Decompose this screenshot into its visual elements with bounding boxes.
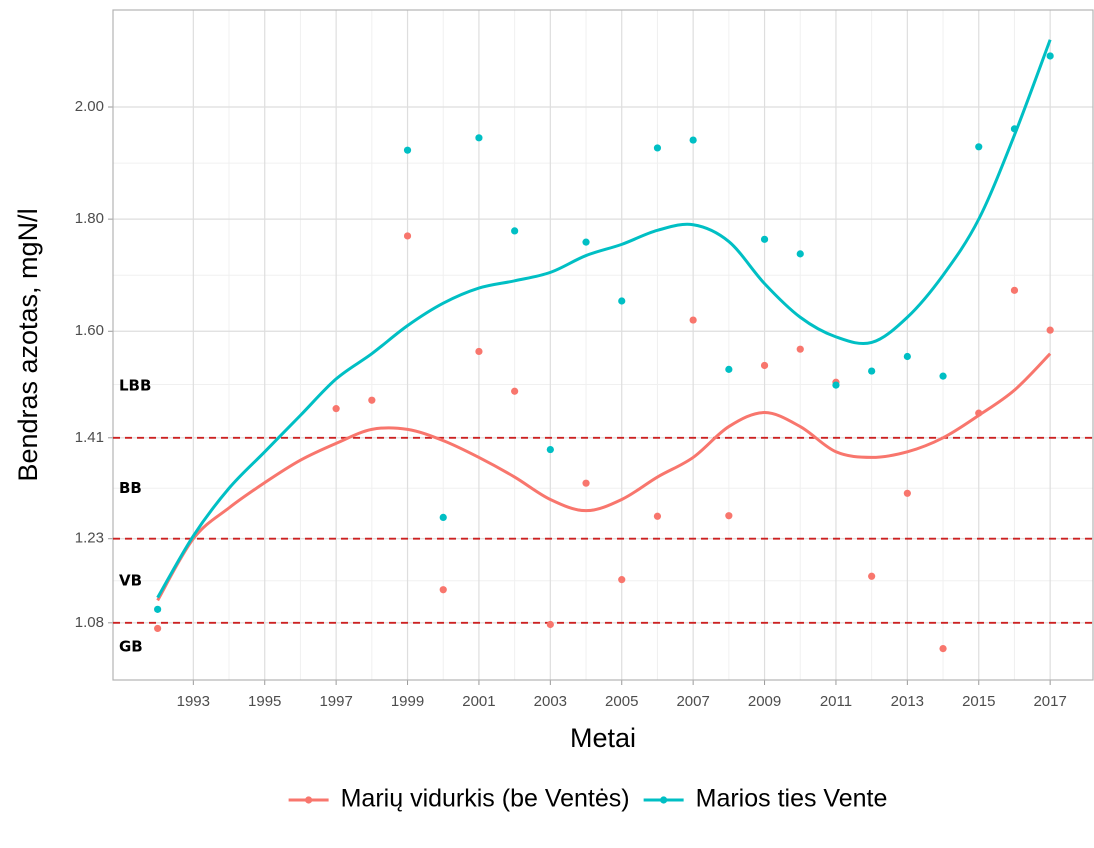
point (796, 345, 804, 353)
x-tick-label: 2001 (462, 693, 495, 710)
point (546, 620, 554, 629)
y-tick-label: 1.41 (75, 429, 104, 446)
point (939, 372, 947, 380)
x-tick-label: 1995 (248, 693, 281, 710)
panel (113, 10, 1093, 680)
x-tick-label: 2005 (605, 693, 638, 710)
point (403, 232, 412, 240)
x-axis-title: Metai (570, 723, 636, 753)
point (868, 572, 876, 580)
point (1010, 286, 1019, 294)
y-tick-label: 2.00 (75, 98, 104, 115)
point (439, 586, 447, 594)
point (582, 238, 590, 246)
point (653, 512, 662, 520)
point (653, 144, 662, 152)
point (903, 489, 911, 497)
point (511, 227, 519, 235)
smooth-line (156, 352, 1052, 602)
point (796, 250, 804, 258)
legend-label: Marių vidurkis (be Ventės) (341, 785, 630, 813)
point (332, 405, 340, 413)
point (546, 445, 554, 454)
point (618, 576, 626, 584)
point (975, 409, 983, 417)
x-tick-label: 1997 (319, 693, 352, 710)
y-axis-title: Bendras azotas, mgN/l (13, 208, 43, 481)
x-tick-label: 2017 (1033, 693, 1066, 710)
y-tick-label: 1.08 (75, 614, 104, 631)
point (582, 479, 590, 487)
legend-key-point (660, 796, 668, 804)
y-tick-label: 1.23 (75, 530, 104, 547)
point (1046, 326, 1054, 334)
legend-key-point (305, 796, 313, 804)
legend-label: Marios ties Vente (696, 785, 888, 813)
point (689, 316, 697, 324)
y-tick-label: 1.60 (75, 322, 104, 339)
point (1010, 125, 1019, 133)
x-tick-label: 2009 (748, 693, 781, 710)
x-tick-label: 2007 (676, 693, 709, 710)
zone-label: VB (119, 571, 142, 589)
x-tick-label: 1999 (391, 693, 424, 710)
point (903, 352, 911, 361)
zone-label: BB (119, 479, 142, 497)
point (475, 347, 483, 356)
x-tick-label: 2011 (820, 693, 852, 710)
x-tick-label: 1993 (177, 693, 210, 710)
x-tick-label: 2015 (962, 693, 995, 710)
point (760, 235, 769, 243)
x-tick-label: 2013 (891, 693, 924, 710)
point (1046, 52, 1054, 60)
y-tick-label: 1.80 (75, 210, 104, 227)
point (439, 513, 447, 522)
zone-label: GB (119, 637, 143, 655)
point (939, 645, 947, 653)
point (475, 134, 483, 142)
point (511, 387, 519, 395)
point (154, 624, 162, 633)
panel-border (112, 9, 1094, 681)
point (868, 367, 876, 375)
point (760, 361, 769, 370)
point (725, 365, 733, 373)
x-tick-label: 2003 (534, 693, 567, 710)
point (368, 396, 376, 404)
point (403, 146, 412, 154)
smooth-line (156, 39, 1052, 599)
point (618, 297, 626, 305)
point (975, 143, 983, 151)
point (154, 605, 162, 613)
point (832, 381, 840, 389)
point (725, 512, 733, 520)
zone-label: LBB (119, 376, 151, 394)
point (689, 136, 697, 144)
legend: Marių vidurkis (be Ventės) Marios ties Ve… (288, 785, 888, 813)
